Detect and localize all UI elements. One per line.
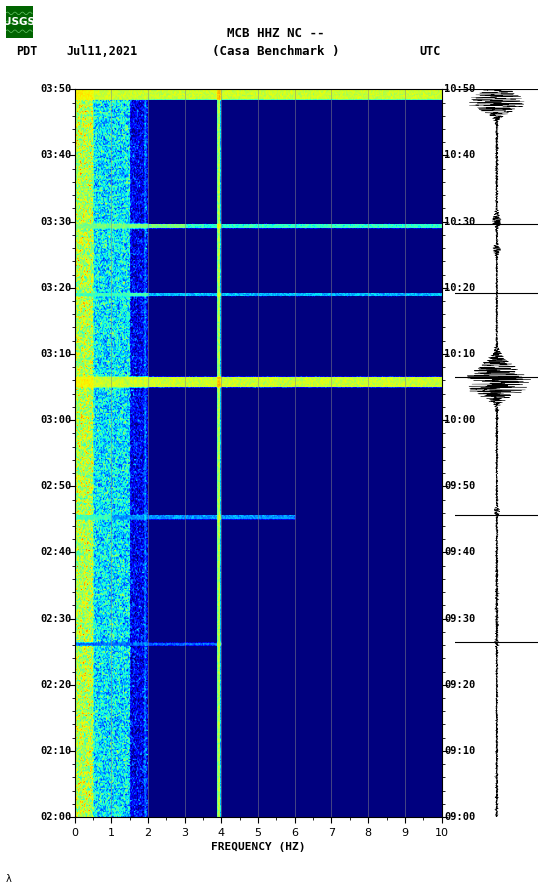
Text: 10:40: 10:40: [444, 150, 476, 161]
FancyBboxPatch shape: [6, 6, 33, 38]
Text: 03:10: 03:10: [40, 349, 72, 359]
Text: λ: λ: [6, 874, 12, 884]
Text: 02:40: 02:40: [40, 547, 72, 557]
Text: 09:30: 09:30: [444, 613, 476, 623]
Text: 02:50: 02:50: [40, 481, 72, 491]
Text: 03:50: 03:50: [40, 84, 72, 95]
Text: 02:20: 02:20: [40, 680, 72, 689]
Text: 09:50: 09:50: [444, 481, 476, 491]
Text: 02:10: 02:10: [40, 746, 72, 756]
Text: 09:20: 09:20: [444, 680, 476, 689]
Text: UTC: UTC: [420, 45, 441, 58]
Text: PDT: PDT: [17, 45, 38, 58]
Text: 09:00: 09:00: [444, 812, 476, 822]
Text: 03:40: 03:40: [40, 150, 72, 161]
Text: Jul11,2021: Jul11,2021: [66, 45, 137, 58]
X-axis label: FREQUENCY (HZ): FREQUENCY (HZ): [211, 842, 305, 852]
Text: 02:30: 02:30: [40, 613, 72, 623]
Text: 10:00: 10:00: [444, 415, 476, 425]
Text: 10:20: 10:20: [444, 283, 476, 293]
Text: 03:30: 03:30: [40, 217, 72, 227]
Text: 02:00: 02:00: [40, 812, 72, 822]
Text: MCB HHZ NC --: MCB HHZ NC --: [227, 27, 325, 40]
Text: 03:20: 03:20: [40, 283, 72, 293]
Text: (Casa Benchmark ): (Casa Benchmark ): [213, 45, 339, 58]
Text: 03:00: 03:00: [40, 415, 72, 425]
Text: 09:40: 09:40: [444, 547, 476, 557]
Text: 10:50: 10:50: [444, 84, 476, 95]
Text: USGS: USGS: [3, 17, 35, 28]
Text: 09:10: 09:10: [444, 746, 476, 756]
Text: 10:10: 10:10: [444, 349, 476, 359]
Text: 10:30: 10:30: [444, 217, 476, 227]
